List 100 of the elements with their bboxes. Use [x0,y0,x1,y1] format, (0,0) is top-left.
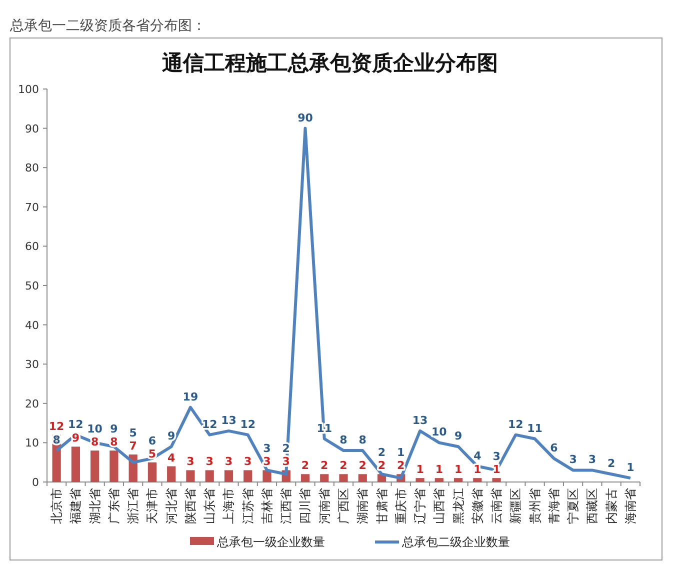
y-tick-label: 60 [25,240,39,254]
data-label: 7 [129,439,137,452]
data-label: 6 [550,441,558,454]
data-label: 3 [263,455,271,468]
x-tick-label: 黑龙江 [451,488,466,524]
text: 总承包一二级资质各省分布图： [9,18,206,34]
y-tick-label: 50 [25,280,39,292]
data-label: 10 [87,422,103,436]
y-tick-label: 40 [25,318,39,332]
bar [244,470,252,482]
data-label: 1 [626,461,634,474]
bar [492,478,501,482]
data-label: 2 [301,459,310,472]
bar [205,470,214,482]
data-label: 2 [607,457,616,470]
data-label: 4 [168,451,176,464]
bar [167,466,176,482]
x-tick-label: 海南省 [623,488,638,524]
legend-label: 总承包二级企业数量 [401,535,510,549]
data-label: 3 [492,450,500,464]
x-tick-label: 四川省 [298,488,312,524]
data-label: 12 [240,418,256,431]
x-tick-label: 山东省 [202,488,217,524]
x-tick-label: 湖南省 [356,488,370,524]
legend-label: 总承包一级企业数量 [216,535,325,549]
data-label: 1 [416,463,424,476]
bar [320,474,329,482]
data-label: 2 [378,446,386,460]
y-tick-label: 90 [25,122,39,136]
x-tick-label: 辽宁省 [413,488,428,524]
x-tick-label: 广西区 [336,488,350,524]
data-label: 5 [148,447,156,460]
data-label: 3 [282,455,290,468]
data-label: 13 [412,414,428,427]
data-label: 1 [397,446,405,460]
bar [71,446,80,482]
x-tick-label: 江西省 [279,488,294,524]
data-label: 3 [588,453,596,466]
y-tick-label: 80 [25,162,39,175]
x-tick-label: 天津市 [145,488,160,524]
bar [300,474,310,482]
bar [224,470,234,482]
data-label: 90 [298,111,314,124]
y-tick-label: 100 [18,83,39,96]
y-tick-label: 70 [25,200,39,214]
y-tick-label: 0 [32,476,39,489]
data-label: 3 [206,455,214,468]
data-label: 9 [110,422,118,436]
data-label: 12 [48,420,64,433]
data-label: 19 [182,390,198,404]
data-label: 4 [474,449,482,462]
x-tick-label: 浙江省 [126,488,140,524]
data-label: 3 [263,442,271,456]
x-tick-label: 宁夏区 [566,488,580,524]
x-tick-label: 湖北省 [88,488,102,524]
y-tick-label: 30 [25,358,39,372]
data-label: 3 [569,453,577,466]
data-label: 8 [52,434,60,447]
x-tick-label: 安徽省 [470,488,484,524]
data-label: 3 [224,455,233,468]
data-label: 3 [186,455,194,468]
x-tick-label: 甘肃省 [374,488,389,524]
x-tick-label: 上海市 [222,488,236,524]
data-label: 1 [454,463,462,476]
data-label: 12 [508,418,524,431]
bar [358,474,367,482]
y-tick-label: 10 [25,436,39,450]
data-label: 8 [340,434,348,447]
x-tick-label: 福建省 [68,488,83,524]
x-tick-label: 江苏省 [240,488,255,524]
x-tick-label: 新疆区 [508,488,523,524]
bar [339,474,348,482]
x-tick-label: 云南省 [490,488,504,524]
data-label: 9 [168,430,176,443]
data-label: 2 [378,459,386,472]
data-label: 12 [68,418,84,431]
x-tick-label: 青海省 [546,488,561,524]
bar [434,478,444,482]
x-tick-label: 吉林省 [260,488,274,524]
bar [454,478,463,482]
data-label: 5 [129,426,137,440]
x-tick-label: 西藏区 [585,488,600,524]
data-label: 2 [320,459,328,472]
data-label: 9 [454,430,462,443]
bar [148,462,157,482]
data-label: 1 [435,463,443,476]
bar [110,450,118,482]
chart-title: 通信工程施工总承包资质企业分布图 [161,50,498,75]
y-tick-label: 20 [25,397,39,410]
data-label: 1 [492,463,500,476]
x-tick-label: 贵州省 [528,488,542,524]
x-tick-label: 河北省 [164,488,178,524]
bar [473,478,482,482]
data-label: 2 [358,459,366,472]
x-tick-label: 河南省 [317,488,332,524]
bar [90,450,100,482]
data-label: 2 [397,459,405,472]
x-tick-label: 北京市 [50,488,64,524]
x-tick-label: 山西省 [432,488,446,524]
data-label: 12 [202,418,218,431]
